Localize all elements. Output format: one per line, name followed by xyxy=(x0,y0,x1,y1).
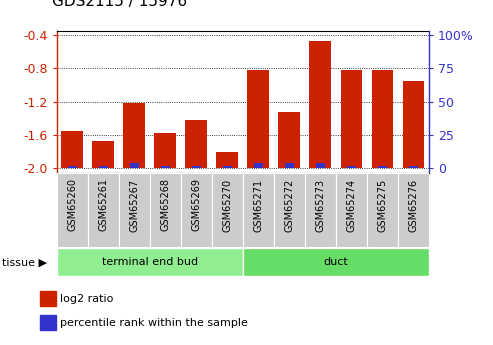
Bar xyxy=(403,81,424,168)
Bar xyxy=(61,131,83,168)
Bar xyxy=(150,172,181,247)
Bar xyxy=(216,152,238,168)
Bar xyxy=(378,166,387,168)
Text: GSM65261: GSM65261 xyxy=(98,178,108,231)
Text: GSM65274: GSM65274 xyxy=(347,178,356,231)
Bar xyxy=(310,41,331,168)
Bar xyxy=(274,172,305,247)
Text: GSM65273: GSM65273 xyxy=(316,178,325,231)
Bar xyxy=(212,172,243,247)
Bar xyxy=(372,70,393,168)
Bar xyxy=(68,166,77,168)
Bar xyxy=(284,163,294,168)
Bar xyxy=(161,166,170,168)
Bar xyxy=(185,120,207,168)
Bar xyxy=(243,248,429,276)
Bar xyxy=(336,172,367,247)
Text: terminal end bud: terminal end bud xyxy=(102,257,198,267)
Text: log2 ratio: log2 ratio xyxy=(60,294,113,304)
Bar xyxy=(223,166,232,168)
Bar xyxy=(92,141,114,168)
Text: GSM65276: GSM65276 xyxy=(408,178,419,231)
Text: GSM65269: GSM65269 xyxy=(191,178,201,231)
Text: GSM65270: GSM65270 xyxy=(222,178,232,231)
Bar xyxy=(341,70,362,168)
Text: GDS2115 / 15976: GDS2115 / 15976 xyxy=(52,0,187,9)
Bar xyxy=(254,163,263,168)
Bar xyxy=(123,102,145,168)
Bar xyxy=(57,172,88,247)
Bar xyxy=(40,315,56,330)
Text: GSM65271: GSM65271 xyxy=(253,178,263,231)
Text: GSM65267: GSM65267 xyxy=(129,178,139,231)
Bar xyxy=(88,172,119,247)
Text: percentile rank within the sample: percentile rank within the sample xyxy=(60,318,247,328)
Bar xyxy=(247,70,269,168)
Bar xyxy=(316,163,325,168)
Bar xyxy=(154,134,176,168)
Bar xyxy=(279,112,300,168)
Bar xyxy=(305,172,336,247)
Text: GSM65260: GSM65260 xyxy=(67,178,77,231)
Text: GSM65268: GSM65268 xyxy=(160,178,170,231)
Bar xyxy=(130,163,139,168)
Bar xyxy=(40,291,56,306)
Bar xyxy=(409,166,418,168)
Text: GSM65275: GSM65275 xyxy=(377,178,387,232)
Bar xyxy=(367,172,398,247)
Text: GSM65272: GSM65272 xyxy=(284,178,294,232)
Bar xyxy=(99,166,108,168)
Bar xyxy=(398,172,429,247)
Bar xyxy=(192,166,201,168)
Bar xyxy=(181,172,212,247)
Text: duct: duct xyxy=(323,257,348,267)
Bar xyxy=(347,166,356,168)
Text: tissue ▶: tissue ▶ xyxy=(2,257,47,267)
Bar xyxy=(243,172,274,247)
Bar xyxy=(119,172,150,247)
Bar xyxy=(57,248,243,276)
